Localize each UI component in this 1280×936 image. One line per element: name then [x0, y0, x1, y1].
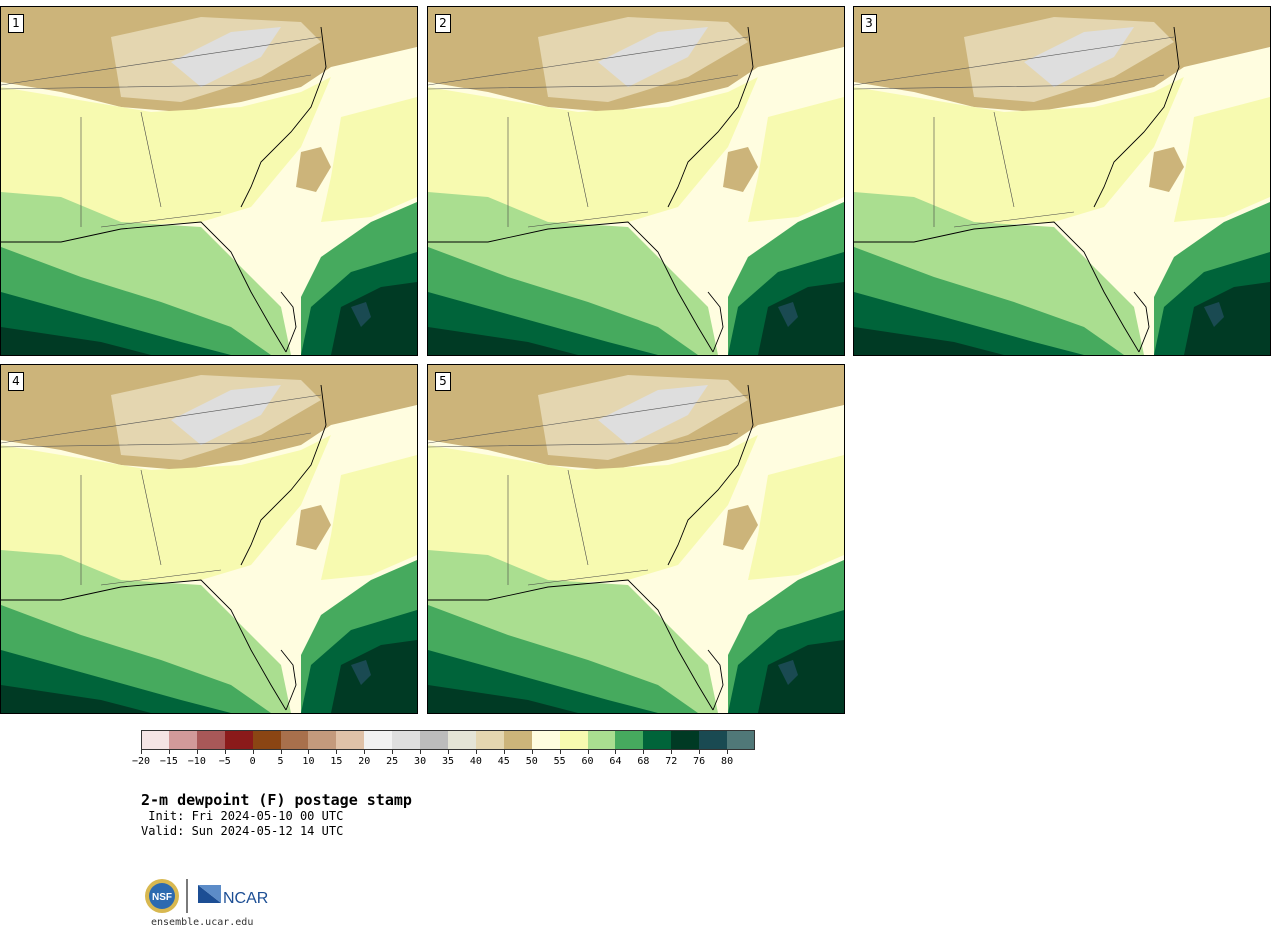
colorbar-swatch — [671, 730, 700, 750]
colorbar-swatch — [392, 730, 421, 750]
colorbar-swatch — [643, 730, 672, 750]
colorbar-tick-label: −20 — [131, 756, 151, 767]
colorbar-swatch — [196, 730, 226, 750]
panel-label: 1 — [8, 14, 24, 33]
colorbar-tickmark — [643, 750, 645, 754]
chart-title: 2-m dewpoint (F) postage stamp — [141, 791, 412, 809]
colorbar-tickmark — [196, 750, 198, 754]
svg-text:NSF: NSF — [152, 892, 172, 903]
colorbar-tick-label: 80 — [721, 756, 734, 767]
colorbar-swatch — [224, 730, 254, 750]
panel-label: 3 — [861, 14, 877, 33]
map-4 — [1, 365, 417, 713]
logos: NSF NCAR — [143, 876, 273, 920]
map-1 — [1, 7, 417, 355]
init-time: Init: Fri 2024-05-10 00 UTC — [141, 809, 344, 823]
colorbar-tick-label: 50 — [525, 756, 538, 767]
colorbar-swatch — [448, 730, 477, 750]
colorbar-tick-label: 25 — [386, 756, 399, 767]
map-panel-2: 2 — [427, 6, 845, 356]
colorbar-tick-label: 20 — [358, 756, 371, 767]
colorbar-swatch — [727, 730, 756, 750]
footer-url: ensemble.ucar.edu — [151, 917, 254, 928]
nsf-logo-icon: NSF — [145, 879, 179, 913]
map-panel-4: 4 — [0, 364, 418, 714]
colorbar-swatch — [699, 730, 728, 750]
colorbar-tickmark — [671, 750, 673, 754]
colorbar-tick-label: −15 — [159, 756, 178, 767]
colorbar-tickmark — [280, 750, 282, 754]
colorbar-tick-label: 5 — [277, 756, 284, 767]
panel-label: 2 — [435, 14, 451, 33]
colorbar-tickmark — [336, 750, 338, 754]
map-2 — [428, 7, 844, 355]
colorbar-tickmark — [587, 750, 589, 754]
colorbar-swatch — [168, 730, 198, 750]
colorbar-tick-label: 0 — [249, 756, 256, 767]
colorbar-tick-label: 72 — [665, 756, 678, 767]
colorbar-swatch — [531, 730, 561, 750]
map-5 — [428, 365, 844, 713]
map-3 — [854, 7, 1270, 355]
colorbar-tick-label: 15 — [330, 756, 343, 767]
colorbar-tickmark — [531, 750, 533, 754]
colorbar-swatch — [308, 730, 337, 750]
svg-text:NCAR: NCAR — [223, 890, 268, 907]
colorbar-tickmark — [308, 750, 310, 754]
colorbar-swatch — [420, 730, 449, 750]
panel-label: 5 — [435, 372, 451, 391]
colorbar-tickmark — [364, 750, 366, 754]
colorbar-tickmark — [392, 750, 394, 754]
colorbar-swatch — [364, 730, 393, 750]
colorbar-tickmark — [559, 750, 561, 754]
map-panel-3: 3 — [853, 6, 1271, 356]
colorbar-tickmark — [224, 750, 226, 754]
colorbar-tick-label: 35 — [441, 756, 455, 767]
colorbar-tickmark — [252, 750, 254, 754]
colorbar-swatch — [615, 730, 644, 750]
colorbar-tick-label: 60 — [581, 756, 594, 767]
colorbar-tickmark — [475, 750, 477, 754]
colorbar-swatch — [475, 730, 505, 750]
colorbar-tickmark — [727, 750, 729, 754]
colorbar-tick-label: −10 — [187, 756, 206, 767]
map-panel-1: 1 — [0, 6, 418, 356]
colorbar-tickmark — [448, 750, 449, 754]
map-panel-5: 5 — [427, 364, 845, 714]
colorbar-tickmark — [615, 750, 617, 754]
colorbar-tick-label: 10 — [302, 756, 315, 767]
colorbar-swatch — [587, 730, 616, 750]
colorbar-swatch — [336, 730, 365, 750]
colorbar-tick-label: −5 — [218, 756, 231, 767]
colorbar-tick-label: 76 — [693, 756, 706, 767]
colorbar-tickmark — [503, 750, 505, 754]
colorbar-swatch — [252, 730, 282, 750]
colorbar-tickmark — [168, 750, 170, 754]
colorbar-swatch — [559, 730, 589, 750]
colorbar-tick-label: 45 — [497, 756, 510, 767]
colorbar-tick-label: 55 — [553, 756, 566, 767]
colorbar-swatch — [280, 730, 309, 750]
colorbar-swatch — [503, 730, 533, 750]
ncar-logo-icon: NCAR — [198, 885, 268, 907]
valid-time: Valid: Sun 2024-05-12 14 UTC — [141, 824, 344, 838]
colorbar-tick-label: 30 — [414, 756, 427, 767]
colorbar-swatch — [141, 730, 170, 750]
colorbar-tickmark — [420, 750, 422, 754]
colorbar-tickmark — [141, 750, 142, 754]
colorbar-tick-label: 40 — [469, 756, 482, 767]
colorbar-tick-label: 68 — [637, 756, 650, 767]
colorbar-tick-label: 64 — [609, 756, 622, 767]
colorbar-tickmark — [699, 750, 701, 754]
panel-label: 4 — [8, 372, 24, 391]
